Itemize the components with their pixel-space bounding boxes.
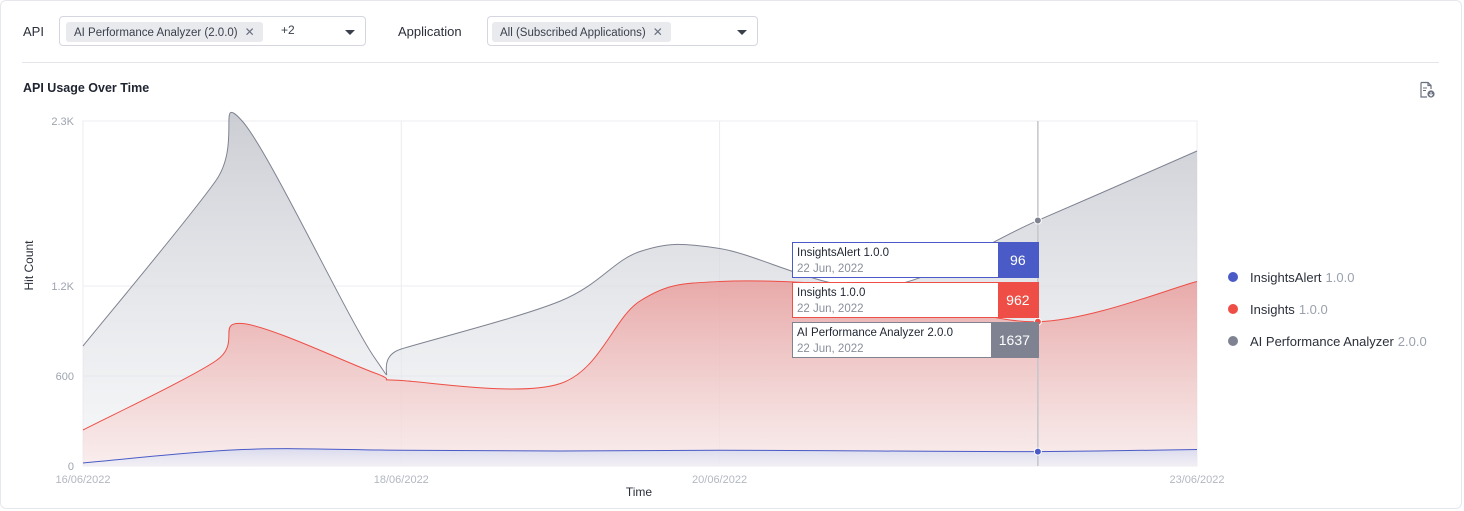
legend-item-ai-performance-analyzer[interactable]: AI Performance Analyzer 2.0.0 [1228,325,1427,357]
tooltip-value: 962 [997,283,1038,317]
chart-legend: InsightsAlert 1.0.0 Insights 1.0.0 AI Perf… [1228,261,1427,357]
api-filter-label: API [23,24,44,39]
series-insights-alert-area [83,448,1197,466]
y-axis-label: Hit Count [22,240,36,291]
series-ai-performance-analyzer-hover-point [1033,216,1042,225]
legend-version: 2.0.0 [1397,333,1427,349]
tooltip-series-name: AI Performance Analyzer 2.0.0 [797,327,953,339]
legend-item-insights-alert[interactable]: InsightsAlert 1.0.0 [1228,261,1427,293]
tooltip-box: InsightsAlert 1.0.0 22 Jun, 2022 96 [792,242,1039,278]
legend-item-insights[interactable]: Insights 1.0.0 [1228,293,1427,325]
y-tick-label: 1.2K [51,281,74,293]
application-chip: All (Subscribed Applications) ✕ [492,22,671,42]
tooltip-date: 22 Jun, 2022 [797,263,864,275]
legend-marker [1228,336,1238,346]
tooltip-series-name: Insights 1.0.0 [797,287,866,299]
tooltip-date: 22 Jun, 2022 [797,343,864,355]
caret-down-icon[interactable] [737,30,747,35]
chart-title: API Usage Over Time [23,81,150,95]
x-tick-label: 16/06/2022 [55,474,110,486]
x-tick-label: 23/06/2022 [1169,474,1224,486]
application-filter-label: Application [398,24,462,39]
tooltip-box: Insights 1.0.0 22 Jun, 2022 962 [792,282,1039,318]
series-insights-alert-hover-point [1033,447,1042,456]
export-file-icon[interactable] [1418,81,1436,99]
legend-name: Insights [1250,301,1295,317]
legend-version: 1.0.0 [1325,269,1355,285]
y-tick-label: 600 [56,371,74,383]
tooltip-series-name: InsightsAlert 1.0.0 [797,247,890,259]
legend-marker [1228,272,1238,282]
divider [22,62,1439,63]
close-icon[interactable]: ✕ [244,25,255,39]
tooltip-value: 96 [997,243,1038,277]
api-chip: AI Performance Analyzer (2.0.0) ✕ [66,22,263,42]
x-tick-label: 20/06/2022 [692,474,747,486]
y-tick-label: 2.3K [51,116,74,128]
application-select[interactable]: All (Subscribed Applications) ✕ [487,16,758,46]
series-insights-alert-line [82,448,1198,464]
tooltip-date: 22 Jun, 2022 [797,303,864,315]
application-chip-label: All (Subscribed Applications) [500,27,646,39]
api-chip-label: AI Performance Analyzer (2.0.0) [74,27,238,39]
tooltip-value: 1637 [990,323,1038,357]
x-tick-label: 18/06/2022 [374,474,429,486]
tooltip-box: AI Performance Analyzer 2.0.0 22 Jun, 202… [792,322,1039,358]
legend-marker [1228,304,1238,314]
y-tick-label: 0 [68,461,74,473]
legend-name: AI Performance Analyzer [1250,333,1394,349]
close-icon[interactable]: ✕ [652,25,663,39]
caret-down-icon[interactable] [345,30,355,35]
api-select[interactable]: AI Performance Analyzer (2.0.0) ✕ +2 [59,16,366,46]
api-more-count: +2 [281,23,295,37]
x-axis-label: Time [626,485,653,499]
legend-version: 1.0.0 [1298,301,1328,317]
legend-name: InsightsAlert [1250,269,1322,285]
